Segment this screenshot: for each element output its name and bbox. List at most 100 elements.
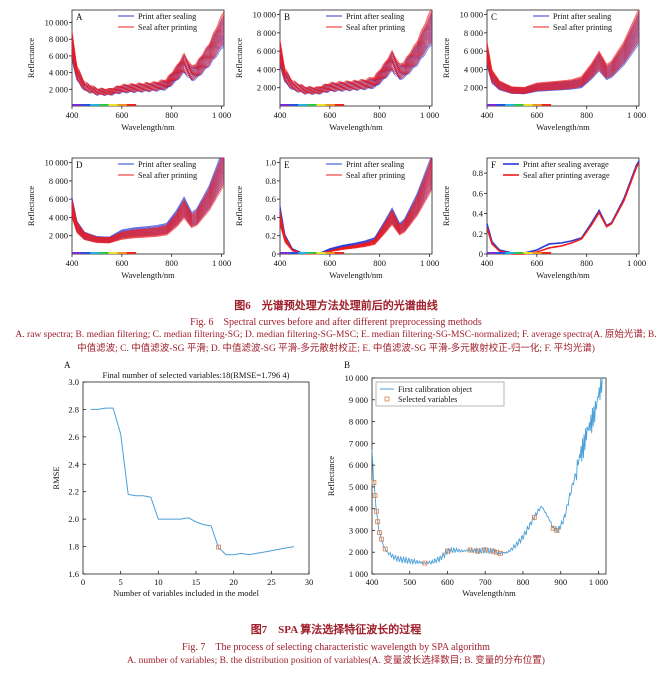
series-line-seal: [71, 169, 225, 241]
series-line-seal: [486, 15, 640, 90]
y-axis-label: Reflectance: [234, 38, 244, 78]
x-tick-label: 600: [115, 258, 128, 268]
panel-letter: C: [491, 12, 497, 22]
series-line-seal: [71, 40, 225, 96]
series-line-seal: [279, 19, 433, 91]
x-tick-label: 25: [267, 577, 276, 587]
y-tick-label: 6 000: [49, 194, 68, 204]
x-tick-label: 1 000: [627, 110, 646, 120]
legend-label: Selected variables: [398, 395, 457, 404]
series-line-seal: [486, 13, 640, 89]
y-tick-label: 4 000: [49, 212, 68, 222]
x-tick-label: 1 000: [589, 577, 608, 587]
panel-letter: A: [76, 12, 83, 22]
x-tick-label: 600: [530, 110, 543, 120]
y-tick-label: 6 000: [49, 51, 68, 61]
plot-frame: [279, 157, 433, 255]
panel-letter: B: [344, 360, 350, 370]
figure-6-subcaption: A. raw spectra; B. median filtering; C. …: [15, 330, 657, 354]
x-tick-label: 600: [323, 258, 336, 268]
spectrum-color-bar: [72, 252, 137, 254]
series-line-seal: [71, 174, 225, 242]
x-tick-label: 600: [115, 110, 128, 120]
legend-label: Seal after printing: [346, 171, 405, 180]
figure-7-subcaption: A. number of variables; B. the distribut…: [127, 656, 545, 666]
panel-letter: B: [284, 12, 290, 22]
x-axis-label: Wavelength/nm: [536, 122, 590, 132]
x-axis-label: Wavelength/nm: [536, 270, 590, 280]
x-axis-label: Wavelength/nm: [329, 270, 383, 280]
fig6-panel-D: 400 600 800 1 000 2 000 4 000 6 000 8 000 10 000…: [26, 158, 231, 280]
y-axis-label: Reflectance: [326, 456, 336, 496]
series-line-seal: [486, 18, 640, 90]
y-tick-label: 0: [272, 249, 276, 259]
x-axis-label: Wavelength/nm: [329, 122, 383, 132]
y-tick-label: 8 000: [349, 417, 368, 427]
legend-label: Seal after printing: [138, 171, 197, 180]
x-axis-label: Number of variables included in the mode…: [113, 588, 260, 598]
legend-label: Print after sealing: [138, 12, 196, 21]
series-line-seal: [279, 22, 433, 92]
legend: Print after sealing Seal after printing: [533, 12, 612, 32]
x-tick-label: 500: [403, 577, 416, 587]
selected-variable-marker: [554, 528, 560, 533]
x-tick-label: 10: [154, 577, 163, 587]
legend-label: Seal after printing: [553, 23, 612, 32]
x-tick-label: 400: [274, 258, 287, 268]
y-tick-label: 8 000: [49, 34, 68, 44]
x-tick-label: 600: [530, 258, 543, 268]
legend-label: Print after sealing average: [523, 160, 609, 169]
figure-6-panels: 400 600 800 1 000 2 000 4 000 6 000 8 000 10 000…: [26, 9, 646, 280]
x-tick-label: 700: [479, 577, 492, 587]
x-tick-label: 5: [119, 577, 123, 587]
series-line-seal: [486, 28, 640, 92]
y-tick-label: 6 000: [349, 460, 368, 470]
y-tick-label: 7 000: [349, 438, 368, 448]
legend-label: Seal after printing: [346, 23, 405, 32]
legend-label: First calibration object: [398, 385, 473, 394]
legend-label: Print after sealing: [553, 12, 611, 21]
spectrum-color-bar: [280, 252, 345, 254]
panel-letter: D: [76, 160, 83, 170]
x-tick-label: 800: [165, 110, 178, 120]
series-line-seal: [486, 30, 640, 93]
y-axis-label: Reflectance: [26, 186, 36, 226]
x-axis-label: Wavelength/nm: [121, 270, 175, 280]
series-line-seal: [71, 185, 225, 244]
y-tick-label: 4 000: [464, 64, 483, 74]
y-tick-label: 8 000: [257, 28, 276, 38]
spectrum-color-bar: [280, 104, 345, 106]
series-line-seal: [71, 166, 225, 241]
y-tick-label: 8 000: [49, 176, 68, 186]
y-tick-label: 3.0: [68, 377, 79, 387]
y-tick-label: 3 000: [349, 525, 368, 535]
series-line-seal: [71, 11, 225, 90]
y-tick-label: 0.8: [265, 176, 276, 186]
series-line-print: [486, 43, 640, 95]
x-tick-label: 30: [305, 577, 314, 587]
selected-variable-marker: [375, 519, 381, 525]
y-tick-label: 0.4: [472, 209, 483, 219]
x-tick-label: 1 000: [627, 258, 646, 268]
y-tick-label: 2.2: [68, 487, 79, 497]
selected-variable-marker: [497, 550, 503, 556]
x-tick-label: 1 000: [212, 110, 231, 120]
fig6-panel-A: 400 600 800 1 000 2 000 4 000 6 000 8 000 10 000…: [26, 9, 231, 132]
y-tick-label: 0.6: [472, 188, 483, 198]
spectral-curves: [279, 9, 433, 95]
series-line-seal: [279, 40, 433, 95]
selected-variable-marker: [482, 547, 488, 553]
selected-variable-marker: [371, 480, 377, 485]
x-tick-label: 800: [373, 110, 386, 120]
x-tick-label: 800: [580, 110, 593, 120]
series-line-seal: [486, 23, 640, 91]
series-line-print: [71, 157, 224, 238]
series-line-seal: [71, 163, 225, 241]
plot-frame: [371, 377, 607, 575]
series-line-seal: [71, 157, 225, 239]
selected-variable-markers: [371, 480, 560, 566]
series-line-seal: [486, 9, 640, 88]
selected-variable-marker: [374, 508, 379, 514]
legend: Print after sealing Seal after printing: [118, 12, 197, 32]
